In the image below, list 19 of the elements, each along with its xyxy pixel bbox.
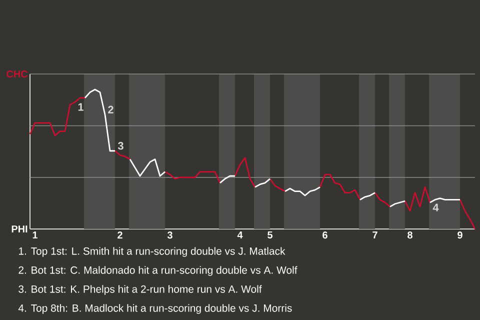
x-tick-label: 7 bbox=[372, 232, 378, 238]
text: PHI bbox=[12, 226, 28, 232]
annotation: 4 bbox=[432, 204, 439, 212]
text: 3. Bot 1st: K. Phelps hit a 2-run home run vs A. Wolf bbox=[18, 285, 262, 295]
annotation: 2 bbox=[108, 106, 114, 114]
text: 2. Bot 1st: C. Maldonado hit a run-scoring double vs A. Wolf bbox=[18, 266, 298, 276]
annotation: 1 bbox=[78, 103, 84, 111]
text: 4. Top 8th: B. Madlock hit a run-scoring double vs J. Morris bbox=[18, 304, 292, 314]
x-tick-label: 8 bbox=[408, 232, 412, 239]
x-tick-label: 2 bbox=[118, 232, 122, 238]
x-tick-label: 9 bbox=[458, 232, 462, 239]
x-tick-label: 1 bbox=[32, 232, 38, 238]
x-tick-label: 5 bbox=[268, 232, 272, 238]
x-tick-label: 3 bbox=[167, 232, 172, 239]
x-tick-label: 6 bbox=[322, 232, 328, 239]
text: 1. Top 1st: L. Smith hit a run-scoring double vs J. Matlack bbox=[18, 247, 286, 257]
annotation: 3 bbox=[118, 142, 124, 150]
text: CHC bbox=[6, 70, 28, 78]
x-tick-label: 4 bbox=[237, 232, 243, 238]
